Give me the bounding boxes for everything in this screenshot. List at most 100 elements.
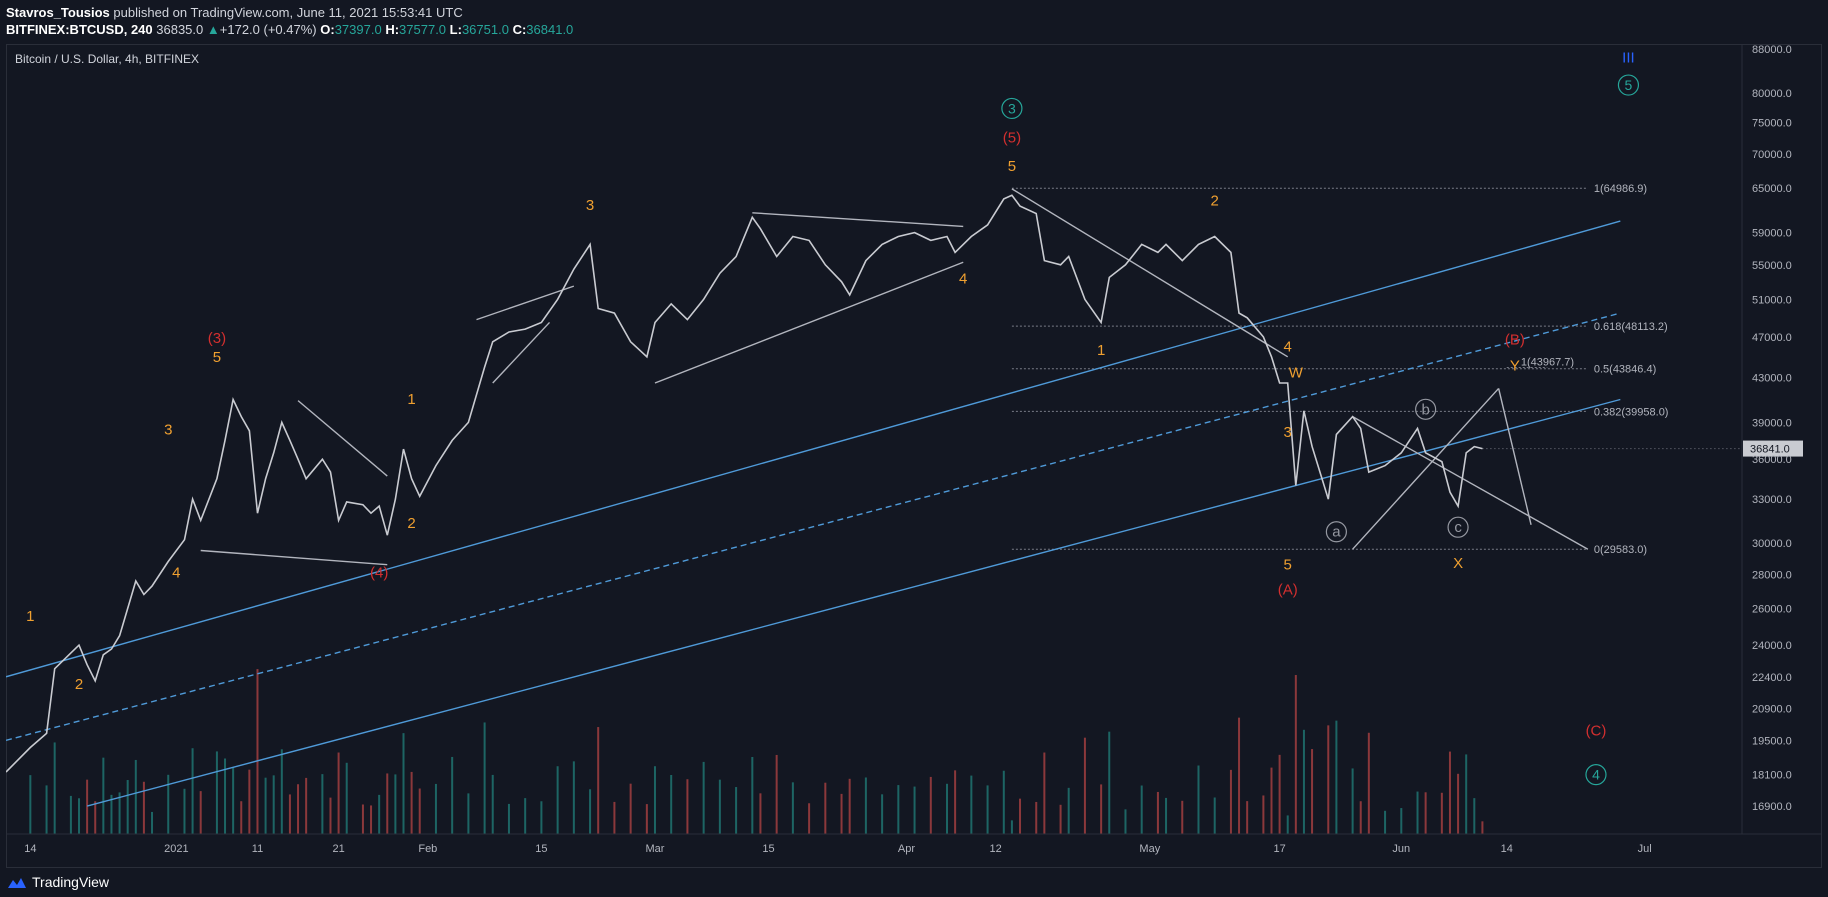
- channel-line: [6, 220, 1621, 678]
- wave-label: Y: [1510, 357, 1520, 374]
- wave-label: (A): [1278, 582, 1298, 599]
- volume-bar: [45, 785, 48, 834]
- volume-bar: [775, 754, 778, 834]
- volume-bar: [1083, 737, 1086, 834]
- time-axis[interactable]: 14 2021 11 21 Feb 15 Mar 15 Apr 12 May 17 Jun 14 Jul: [6, 833, 1822, 855]
- wave-label: 3: [1284, 424, 1292, 441]
- wave-label: 2: [1211, 192, 1219, 209]
- volume-bar: [1197, 765, 1200, 834]
- price-tick-label: 47000.0: [1752, 332, 1792, 344]
- volume-bar: [759, 793, 762, 834]
- volume-bar: [589, 789, 592, 834]
- trendline: [1352, 387, 1500, 550]
- volume-bar: [1448, 751, 1451, 834]
- volume-bar: [1481, 821, 1484, 834]
- price-chart[interactable]: 1(64986.9) 0.618(48113.2) 0.5(43846.4) 0.38…: [6, 44, 1822, 868]
- volume-bar: [1327, 725, 1330, 834]
- volume-bar: [1002, 770, 1005, 834]
- volume-bar: [1213, 797, 1216, 834]
- volume-bar: [507, 803, 510, 834]
- wave-label: 4: [1592, 767, 1600, 783]
- chart-frame: [6, 44, 1822, 868]
- price-tick-label: 51000.0: [1752, 294, 1792, 306]
- volume-bar: [126, 780, 129, 834]
- volume-bar: [556, 766, 559, 834]
- volume-bar: [280, 749, 283, 834]
- price-tick-label: 70000.0: [1752, 149, 1792, 161]
- volume-bar: [1035, 801, 1038, 834]
- trendline: [654, 261, 964, 384]
- volume-bar: [597, 727, 600, 834]
- volume-bar: [1229, 769, 1232, 834]
- price-tick-label: 75000.0: [1752, 118, 1792, 130]
- author-name[interactable]: Stavros_Tousios: [6, 5, 110, 20]
- wave-label-circle: [1447, 516, 1469, 538]
- wave-label: 1: [407, 391, 415, 408]
- price-tick-label: 16900.0: [1752, 801, 1792, 813]
- volume-bar: [361, 804, 364, 834]
- wave-label: b: [1421, 401, 1429, 418]
- wave-label: 3: [164, 421, 172, 438]
- time-tick-label: Jun: [1392, 843, 1410, 855]
- price-tick-label: 20900.0: [1752, 704, 1792, 716]
- chart-area[interactable]: 1(64986.9) 0.618(48113.2) 0.5(43846.4) 0.38…: [6, 44, 1822, 868]
- volume-bar: [1019, 798, 1022, 834]
- volume-bar: [1440, 792, 1443, 834]
- volume-bar: [986, 785, 989, 834]
- time-tick-label: Jul: [1638, 843, 1652, 855]
- high-label: H:: [385, 22, 400, 37]
- trendline: [1011, 188, 1289, 358]
- wave-label: 4: [1284, 339, 1292, 356]
- volume-bar: [572, 761, 575, 834]
- volume-bar: [232, 767, 235, 834]
- volume-bar: [1302, 729, 1305, 834]
- wave-label: 3: [586, 197, 594, 214]
- channel-line: [86, 398, 1621, 807]
- close-label: C:: [512, 22, 527, 37]
- price-axis[interactable]: 16900.0 18100.0 19500.0 20900.0 22400.0 24000…: [1741, 44, 1792, 834]
- volume-bar: [1246, 801, 1249, 834]
- wave-label: a: [1332, 524, 1341, 541]
- volume-bar: [305, 777, 308, 834]
- volume-bar: [686, 779, 689, 834]
- volume-bar: [1367, 732, 1370, 834]
- price-tick-label: 36000.0: [1752, 454, 1792, 466]
- volume-bar: [151, 811, 154, 834]
- wave-label: 5: [213, 349, 221, 366]
- volume-bar: [629, 783, 632, 834]
- volume-bar: [248, 769, 251, 834]
- wave-label: c: [1454, 519, 1462, 536]
- wave-label: 4: [172, 565, 180, 582]
- tradingview-logo[interactable]: TradingView: [6, 874, 109, 890]
- last-price: 36835.0: [156, 22, 204, 37]
- volume-bar: [670, 774, 673, 834]
- volume-bar: [881, 794, 884, 834]
- volume-bar: [840, 793, 843, 834]
- time-tick-label: Apr: [898, 843, 915, 855]
- wave-label-layer: 1 2 3 4 5 (3) 1 2 (4) 3 4 5 (5) 3 1 2 4 W 3 5 (A) a b c X (B) Y (C)…: [26, 49, 1640, 786]
- volume-bar: [913, 786, 916, 834]
- volume-bar: [224, 758, 227, 834]
- fib-level-label: 0(29583.0): [1594, 544, 1647, 556]
- volume-bar: [370, 805, 373, 834]
- symbol-label: BITFINEX:BTCUSD, 240: [6, 22, 153, 37]
- fib-level-label: 0.5(43846.4): [1594, 364, 1656, 376]
- volume-bar: [434, 783, 437, 834]
- volume-bar: [808, 803, 811, 834]
- volume-layer: [29, 669, 1484, 834]
- volume-bar: [110, 794, 113, 834]
- volume-bar: [345, 762, 348, 834]
- volume-bar: [102, 757, 105, 834]
- volume-bar: [199, 791, 202, 834]
- volume-bar: [970, 775, 973, 834]
- volume-bar: [1400, 808, 1403, 834]
- volume-bar: [1165, 797, 1168, 834]
- wave-label-circle: [1001, 97, 1023, 120]
- volume-bar: [1416, 791, 1419, 834]
- volume-bar: [272, 775, 275, 834]
- price-tick-label: 59000.0: [1752, 228, 1792, 240]
- volume-bar: [264, 777, 267, 834]
- fib-level-label: 0.382(39958.0): [1594, 406, 1669, 418]
- time-tick-label: 17: [1273, 843, 1285, 855]
- volume-bar: [86, 779, 89, 834]
